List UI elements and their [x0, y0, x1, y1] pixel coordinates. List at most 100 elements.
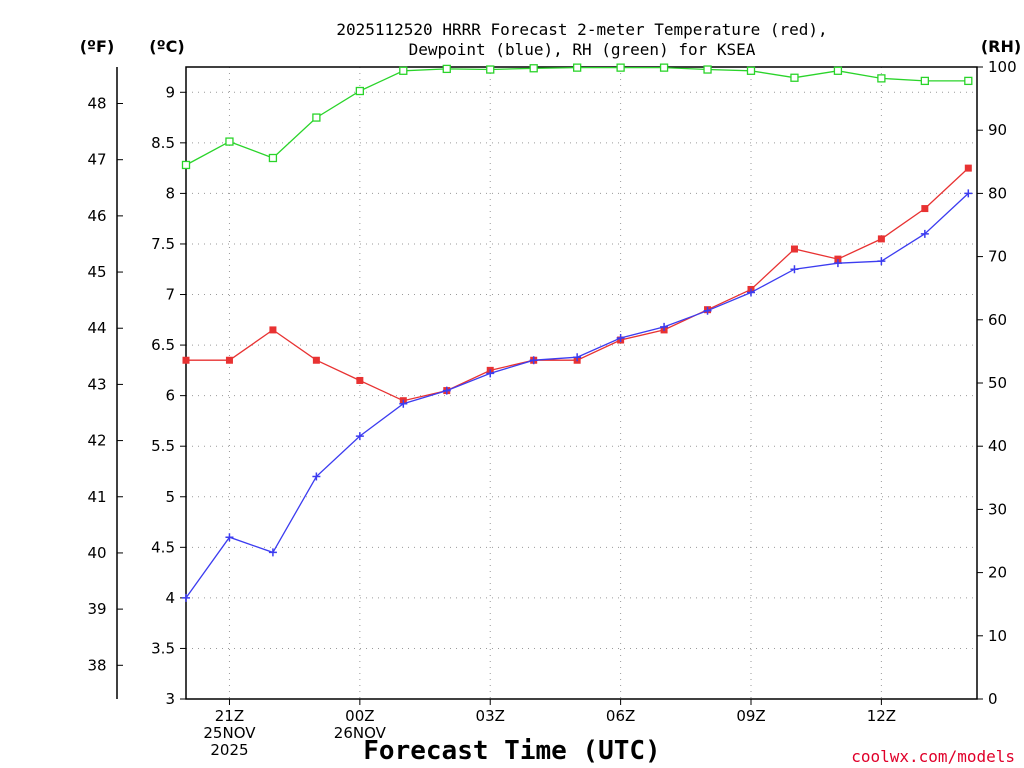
- rh-point: [616, 63, 625, 72]
- dewpoint-point: [355, 432, 364, 441]
- temperature-point: [182, 356, 190, 364]
- temperature-line: [186, 167, 969, 402]
- fahrenheit-tick-label: 38: [87, 656, 106, 674]
- x-tick-label: 2025: [210, 741, 248, 759]
- rh-point: [746, 66, 756, 75]
- rh-point: [877, 74, 886, 83]
- fahrenheit-tick-label: 44: [87, 319, 106, 337]
- celsius-tick-label: 5: [165, 488, 175, 506]
- plot-frame: [185, 66, 978, 700]
- rh-tick-label: 60: [988, 311, 1007, 329]
- fahrenheit-tick-label: 40: [87, 544, 106, 562]
- dewpoint-point: [573, 353, 582, 362]
- dewpoint-point: [399, 399, 408, 408]
- rh-tick-label: 70: [988, 248, 1007, 266]
- temperature-point: [921, 205, 929, 213]
- dewpoint-point: [877, 257, 886, 266]
- rh-tick-label: 30: [988, 500, 1007, 518]
- dewpoint-point: [182, 593, 190, 602]
- dewpoint-point: [703, 306, 712, 315]
- rh-tick-label: 80: [988, 184, 1007, 202]
- dewpoint-point: [790, 265, 799, 274]
- celsius-tick-label: 4: [165, 589, 175, 607]
- dewpoint-point: [312, 472, 321, 481]
- rh-point: [399, 66, 408, 75]
- dewpoint-point: [529, 356, 538, 365]
- celsius-tick-label: 3.5: [151, 639, 175, 657]
- dewpoint-point: [747, 288, 755, 297]
- dewpoint-point: [964, 189, 973, 198]
- dewpoint-point: [486, 369, 495, 378]
- rh-tick-label: 50: [988, 374, 1007, 392]
- fahrenheit-tick-label: 39: [87, 600, 106, 618]
- x-tick-label: 12Z: [867, 707, 896, 725]
- data-series: [181, 63, 973, 602]
- fahrenheit-tick-label: 41: [87, 488, 106, 506]
- rh-point: [659, 63, 669, 72]
- rh-point: [833, 66, 843, 75]
- x-tick-label: 06Z: [606, 707, 635, 725]
- celsius-tick-label: 9: [165, 83, 175, 101]
- rh-point: [790, 73, 799, 82]
- dewpoint-point: [920, 229, 929, 238]
- rh-point: [268, 153, 278, 163]
- fahrenheit-unit-label: (ºF): [80, 37, 115, 56]
- dewpoint-point: [268, 548, 277, 557]
- rh-point: [486, 65, 495, 74]
- chart-title-line1: 2025112520 HRRR Forecast 2-meter Tempera…: [336, 20, 827, 39]
- dewpoint-point: [616, 334, 625, 343]
- credit-text: coolwx.com/models: [851, 747, 1015, 766]
- celsius-tick-label: 8.5: [151, 134, 175, 152]
- rh-tick-label: 10: [988, 627, 1007, 645]
- celsius-tick-label: 4.5: [151, 538, 175, 556]
- celsius-tick-label: 6.5: [151, 336, 175, 354]
- celsius-tick-label: 7.5: [151, 235, 175, 253]
- rh-point: [920, 76, 929, 86]
- rh-point: [964, 76, 973, 86]
- dewpoint-line: [185, 192, 969, 599]
- celsius-unit-label: (ºC): [149, 37, 184, 56]
- temperature-point: [269, 326, 277, 334]
- rh-tick-label: 0: [988, 690, 998, 708]
- dewpoint-point: [833, 259, 842, 268]
- temperature-point: [834, 255, 842, 263]
- celsius-tick-label: 5.5: [151, 437, 175, 455]
- x-tick-label: 26NOV: [334, 724, 387, 742]
- rh-point: [225, 137, 234, 146]
- temperature-point: [790, 245, 798, 253]
- rh-point: [529, 64, 538, 73]
- x-axis-title: Forecast Time (UTC): [363, 736, 660, 766]
- temperature-point: [312, 356, 320, 364]
- temperature-point: [964, 164, 972, 172]
- dewpoint-point: [442, 386, 451, 395]
- temperature-point: [877, 235, 885, 243]
- fahrenheit-tick-label: 48: [87, 95, 106, 113]
- fahrenheit-tick-label: 43: [87, 375, 106, 393]
- rh-tick-label: 40: [988, 437, 1007, 455]
- x-tick-label: 00Z: [345, 707, 374, 725]
- rh-point: [312, 113, 321, 122]
- x-tick-label: 09Z: [736, 707, 765, 725]
- rh-point: [181, 160, 191, 170]
- rh-point: [573, 63, 582, 72]
- celsius-tick-label: 6: [165, 387, 175, 405]
- gridlines: [186, 67, 977, 699]
- rh-point: [703, 65, 712, 74]
- celsius-tick-label: 3: [165, 690, 175, 708]
- rh-tick-label: 100: [988, 58, 1017, 76]
- rh-unit-label: (RH): [981, 37, 1021, 56]
- x-tick-label: 25NOV: [203, 724, 256, 742]
- dewpoint-point: [660, 322, 669, 331]
- dewpoint-point: [225, 533, 234, 542]
- fahrenheit-tick-label: 42: [87, 432, 106, 450]
- rh-tick-label: 20: [988, 564, 1007, 582]
- rh-line: [185, 66, 969, 166]
- rh-point: [442, 64, 451, 74]
- rh-tick-label: 90: [988, 121, 1007, 139]
- x-tick-label: 21Z: [215, 707, 244, 725]
- temperature-point: [356, 376, 364, 384]
- fahrenheit-tick-label: 46: [87, 207, 106, 225]
- fahrenheit-tick-label: 45: [87, 263, 106, 281]
- celsius-tick-label: 7: [165, 286, 175, 304]
